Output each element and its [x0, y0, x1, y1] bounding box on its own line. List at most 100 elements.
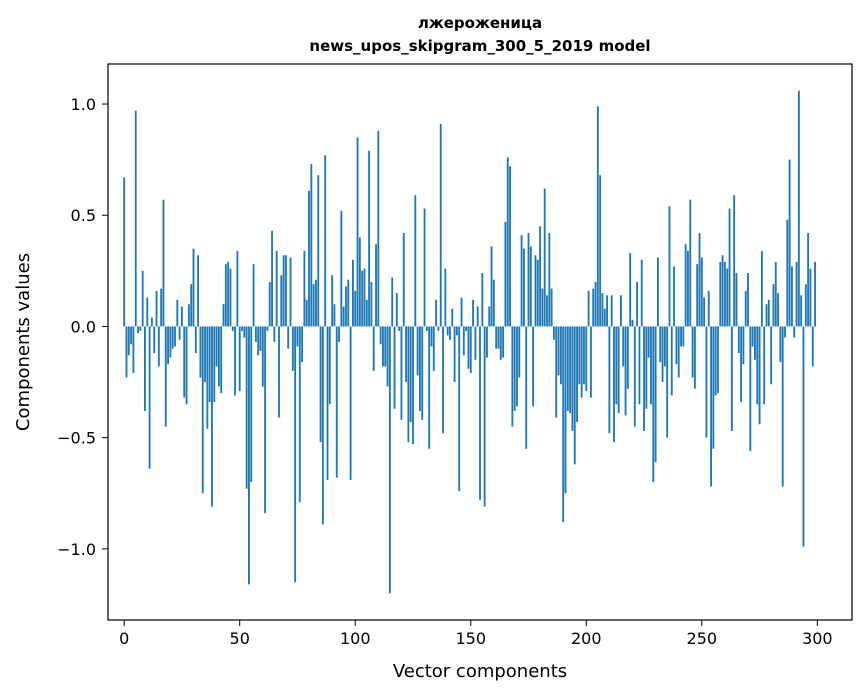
bar: [398, 326, 401, 331]
bar: [372, 326, 375, 371]
bar: [737, 326, 740, 354]
bar: [529, 246, 532, 327]
bar: [527, 233, 530, 327]
bar: [559, 326, 562, 385]
bar: [340, 210, 343, 327]
bar: [763, 326, 766, 405]
bar: [566, 326, 569, 411]
y-axis-ticks: −1.0 −0.5 0.0 0.5 1.0: [57, 95, 108, 559]
bar: [622, 326, 625, 367]
x-axis-label: Vector components: [393, 661, 567, 682]
x-axis-ticks: 0 50 100 150 200 250 300: [119, 620, 833, 648]
bar: [347, 279, 350, 327]
bar: [684, 244, 687, 327]
bar: [610, 295, 613, 327]
bar: [176, 299, 179, 327]
bar: [513, 326, 516, 411]
bar: [774, 261, 777, 327]
bar: [613, 326, 615, 443]
bar: [428, 326, 431, 449]
bar: [617, 326, 620, 414]
bar: [444, 268, 447, 327]
bar: [308, 190, 310, 327]
bar: [724, 261, 726, 327]
bar: [661, 326, 664, 383]
y-axis-label: Components values: [13, 253, 34, 431]
bar: [747, 273, 749, 327]
bar: [735, 273, 738, 327]
bar: [499, 326, 502, 360]
bar: [629, 253, 632, 327]
bar: [645, 326, 648, 409]
bar: [677, 326, 680, 378]
bar: [548, 233, 551, 327]
bar: [476, 306, 479, 327]
bar: [407, 326, 410, 443]
bar: [511, 326, 514, 427]
bar: [640, 259, 643, 327]
bar: [379, 326, 382, 345]
bar: [419, 326, 421, 411]
bar: [647, 326, 650, 358]
bar: [377, 130, 380, 327]
bar: [784, 326, 786, 338]
bar: [749, 326, 752, 451]
bar: [388, 326, 391, 594]
bar: [231, 326, 234, 331]
bar: [754, 326, 756, 360]
bar: [599, 175, 602, 327]
bar: [368, 150, 371, 327]
bar: [555, 326, 558, 418]
bar: [432, 326, 435, 371]
bar: [504, 221, 507, 327]
bar: [534, 255, 537, 327]
bar: [141, 270, 144, 327]
bar: [162, 199, 165, 327]
bar: [400, 326, 403, 420]
bar: [576, 326, 578, 423]
bar: [666, 326, 669, 438]
bar: [171, 326, 174, 349]
bar: [132, 326, 135, 374]
bar: [707, 290, 710, 327]
bar: [402, 233, 405, 327]
bar: [342, 306, 345, 327]
chart-title: лжероженица: [418, 14, 542, 32]
plot-frame: [107, 63, 853, 621]
bar: [675, 326, 678, 365]
bar: [333, 304, 336, 327]
bar: [150, 317, 153, 327]
y-tick-label: 0.0: [71, 317, 96, 336]
bar: [303, 250, 306, 327]
bar: [479, 326, 481, 500]
bar: [712, 326, 715, 449]
bar: [338, 326, 340, 342]
bar: [520, 235, 523, 327]
bar: [268, 281, 271, 327]
bar: [185, 326, 188, 405]
bar: [800, 295, 803, 327]
bar: [192, 248, 195, 327]
bar: [278, 326, 280, 418]
bar: [788, 159, 791, 327]
bar: [765, 304, 768, 327]
bar: [714, 326, 717, 396]
bar: [365, 299, 368, 327]
bar: [319, 326, 322, 443]
bar-series: [123, 90, 816, 594]
bar: [451, 308, 454, 327]
bar: [393, 326, 396, 409]
bar: [167, 326, 169, 365]
bar: [726, 268, 729, 327]
bar: [412, 326, 414, 445]
y-tick-label: 0.5: [71, 206, 96, 225]
bar: [208, 326, 211, 403]
bar: [700, 257, 703, 327]
bar: [125, 326, 128, 378]
bar: [596, 106, 599, 327]
bar: [543, 188, 546, 327]
bar: [506, 157, 509, 327]
bar: [654, 326, 657, 463]
x-tick-label: 150: [455, 629, 486, 648]
